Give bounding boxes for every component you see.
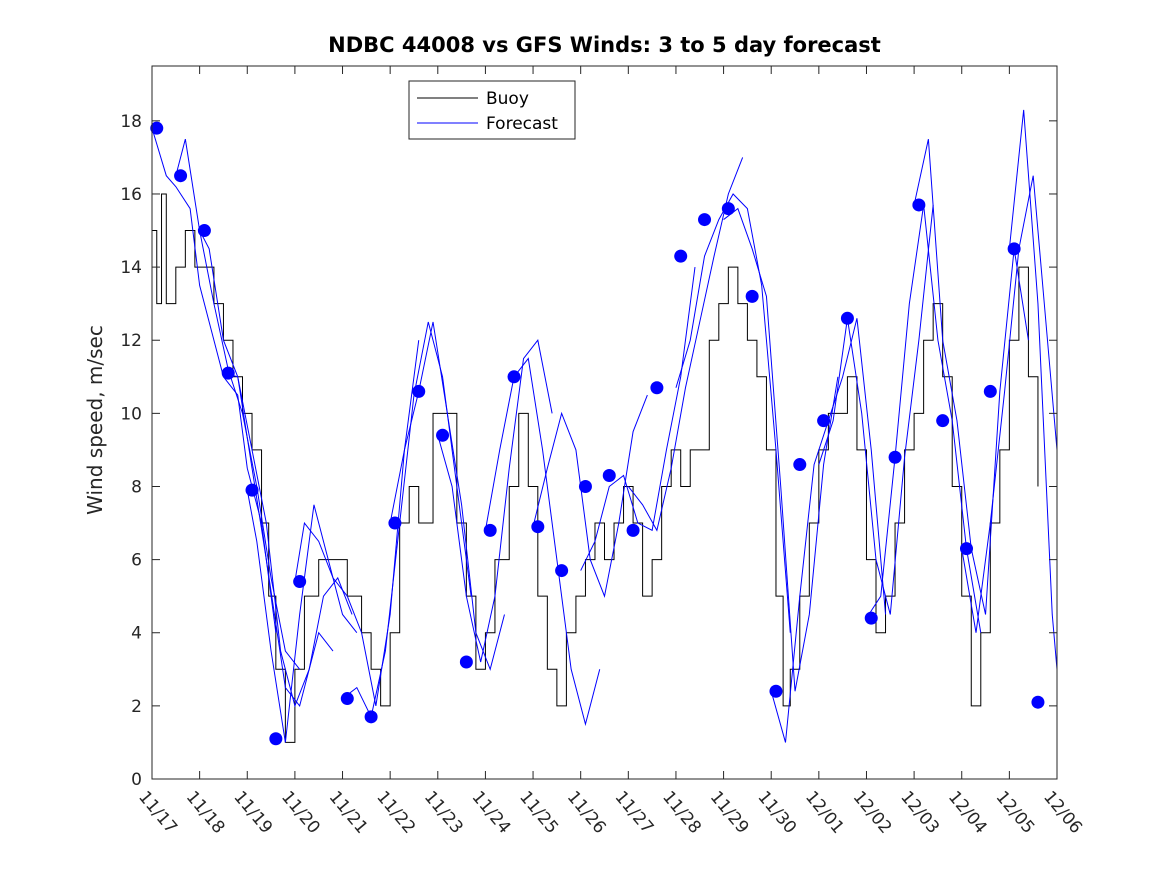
legend-box <box>408 80 576 140</box>
legend-buoy-label: Buoy <box>486 89 529 109</box>
y-axis-label: Wind speed, m/sec <box>83 325 107 515</box>
forecast-marker <box>912 198 926 212</box>
forecast-marker <box>960 542 973 556</box>
y-tick-label: 14 <box>120 258 142 278</box>
forecast-marker <box>626 523 640 537</box>
forecast-run-line <box>223 372 353 708</box>
forecast-run-line <box>175 139 301 670</box>
forecast-run-line <box>246 490 358 743</box>
forecast-marker <box>650 381 664 395</box>
legend-forecast-label: Forecast <box>486 114 558 134</box>
forecast-marker <box>578 479 592 493</box>
forecast-markers <box>150 121 1045 746</box>
y-tick-label: 4 <box>131 624 142 644</box>
forecast-marker <box>674 249 688 263</box>
forecast-marker <box>983 384 997 398</box>
forecast-marker <box>1007 242 1021 256</box>
plot-area <box>152 66 1057 779</box>
y-tick-label: 18 <box>120 112 142 132</box>
forecast-run-line <box>437 339 553 663</box>
forecast-marker <box>698 213 712 227</box>
forecast-marker <box>769 684 783 698</box>
forecast-marker <box>1031 695 1045 709</box>
y-tick-label: 8 <box>131 477 142 497</box>
plot-frame <box>151 65 1058 780</box>
forecast-marker <box>745 289 759 303</box>
y-tick-label: 16 <box>120 185 142 205</box>
forecast-marker <box>197 224 211 238</box>
y-tick-label: 12 <box>120 331 142 351</box>
forecast-marker <box>483 523 497 537</box>
forecast-marker <box>340 692 354 706</box>
forecast-marker <box>459 655 473 669</box>
forecast-marker <box>793 458 807 472</box>
y-tick-label: 6 <box>131 551 142 571</box>
forecast-marker <box>602 469 616 483</box>
forecast-marker <box>531 520 545 534</box>
forecast-marker <box>174 169 188 183</box>
forecast-run-line <box>961 175 1058 633</box>
buoy-series <box>152 193 1039 743</box>
forecast-marker <box>555 564 569 578</box>
forecast-marker <box>388 516 402 530</box>
forecast-marker <box>864 611 878 625</box>
forecast-marker <box>221 366 235 380</box>
forecast-marker <box>817 414 831 428</box>
legend: Buoy Forecast <box>408 80 576 140</box>
forecast-marker <box>840 311 854 325</box>
forecast-run-line <box>532 394 648 598</box>
forecast-run-line <box>818 204 934 615</box>
forecast-run-line <box>294 340 420 706</box>
forecast-marker <box>293 575 307 589</box>
forecast-run-line <box>675 193 791 633</box>
y-tick-label: 0 <box>131 770 142 790</box>
y-tick-label: 2 <box>131 697 142 717</box>
buoy-line <box>152 193 1039 743</box>
forecast-marker <box>888 450 902 464</box>
forecast-run-line <box>723 207 839 692</box>
forecast-marker <box>269 732 283 746</box>
forecast-run-line <box>580 267 696 571</box>
forecast-marker <box>245 483 259 497</box>
y-tick-label: 10 <box>120 404 142 424</box>
y-axis-ticks: 0 2 4 6 8 10 12 14 16 18 <box>120 112 1057 790</box>
forecast-marker <box>364 710 378 724</box>
forecast-run-line <box>389 321 505 671</box>
chart-title: NDBC 44008 vs GFS Winds: 3 to 5 day fore… <box>328 33 881 57</box>
forecast-run-line <box>484 357 601 727</box>
forecast-marker <box>936 414 950 428</box>
forecast-marker <box>412 384 426 398</box>
forecast-marker <box>150 121 164 135</box>
forecast-run-line <box>627 157 744 532</box>
forecast-marker <box>507 370 521 384</box>
forecast-marker <box>436 428 450 442</box>
forecast-marker <box>721 202 735 216</box>
